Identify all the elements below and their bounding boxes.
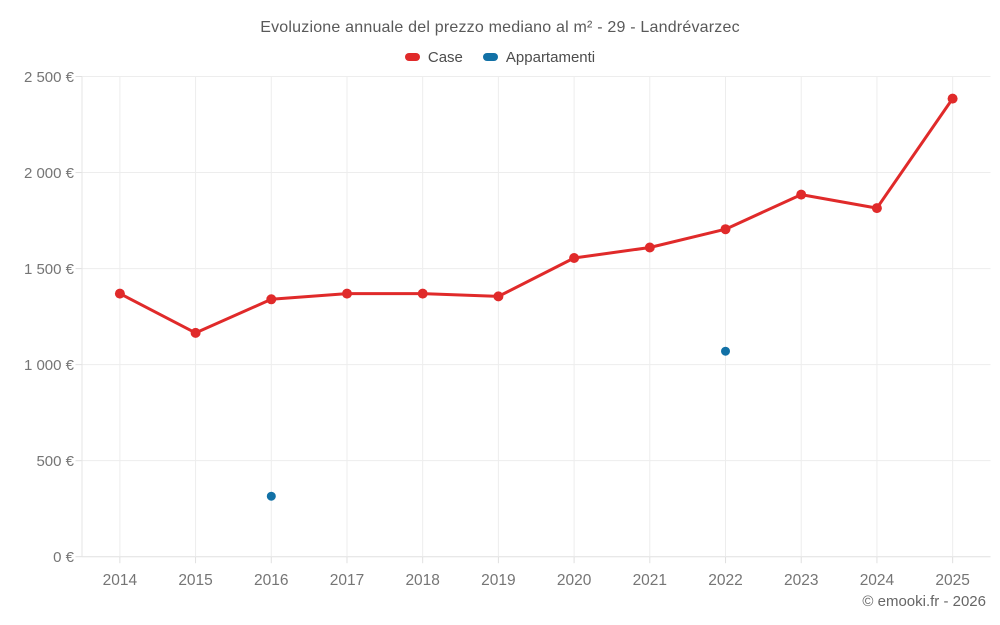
case-point-2019[interactable] bbox=[493, 291, 504, 302]
copyright-watermark: © emooki.fr - 2026 bbox=[862, 593, 986, 610]
appartamenti-point-2022[interactable] bbox=[721, 346, 730, 356]
y-tick-label: 500 € bbox=[36, 453, 74, 470]
case-point-2025[interactable] bbox=[947, 93, 958, 104]
x-tick-label-2017: 2017 bbox=[330, 572, 364, 589]
case-point-2023[interactable] bbox=[796, 189, 807, 200]
case-point-2022[interactable] bbox=[720, 224, 731, 235]
case-point-2015[interactable] bbox=[190, 327, 201, 338]
x-tick-label-2015: 2015 bbox=[178, 572, 212, 589]
case-point-2018[interactable] bbox=[417, 288, 428, 299]
x-tick-label-2019: 2019 bbox=[481, 572, 515, 589]
case-point-2021[interactable] bbox=[644, 242, 655, 253]
chart-legend: Case Appartamenti bbox=[0, 48, 1000, 66]
appartamenti-point-2016[interactable] bbox=[266, 491, 276, 501]
legend-swatch-appartamenti-icon bbox=[482, 53, 498, 61]
x-tick-label-2024: 2024 bbox=[860, 572, 895, 589]
x-tick-label-2018: 2018 bbox=[405, 572, 439, 589]
legend-item-appartamenti[interactable]: Appartamenti bbox=[482, 48, 596, 66]
legend-swatch-case-icon bbox=[404, 53, 420, 61]
case-point-2017[interactable] bbox=[342, 288, 352, 299]
x-tick-label-2014: 2014 bbox=[103, 572, 138, 589]
legend-label-appartamenti: Appartamenti bbox=[505, 48, 596, 66]
chart-title: Evoluzione annuale del prezzo mediano al… bbox=[260, 19, 740, 36]
x-tick-label-2023: 2023 bbox=[784, 572, 818, 589]
legend-item-case[interactable]: Case bbox=[404, 48, 463, 66]
case-point-2014[interactable] bbox=[114, 288, 125, 299]
y-tick-label: 2 500 € bbox=[24, 69, 75, 86]
y-tick-label: 2 000 € bbox=[24, 165, 75, 182]
case-line bbox=[118, 97, 955, 335]
case-point-2024[interactable] bbox=[871, 203, 882, 214]
y-tick-label: 1 500 € bbox=[24, 261, 75, 278]
y-tick-label: 1 000 € bbox=[24, 357, 75, 374]
x-tick-label-2020: 2020 bbox=[557, 572, 592, 589]
case-point-2016[interactable] bbox=[266, 294, 277, 305]
x-tick-label-2022: 2022 bbox=[708, 572, 742, 589]
x-tick-label-2025: 2025 bbox=[935, 572, 969, 589]
case-point-2020[interactable] bbox=[569, 253, 580, 263]
x-tick-label-2016: 2016 bbox=[254, 572, 288, 589]
y-tick-label: 0 € bbox=[53, 549, 75, 566]
legend-label-case: Case bbox=[427, 48, 463, 66]
x-tick-label-2021: 2021 bbox=[633, 572, 667, 589]
